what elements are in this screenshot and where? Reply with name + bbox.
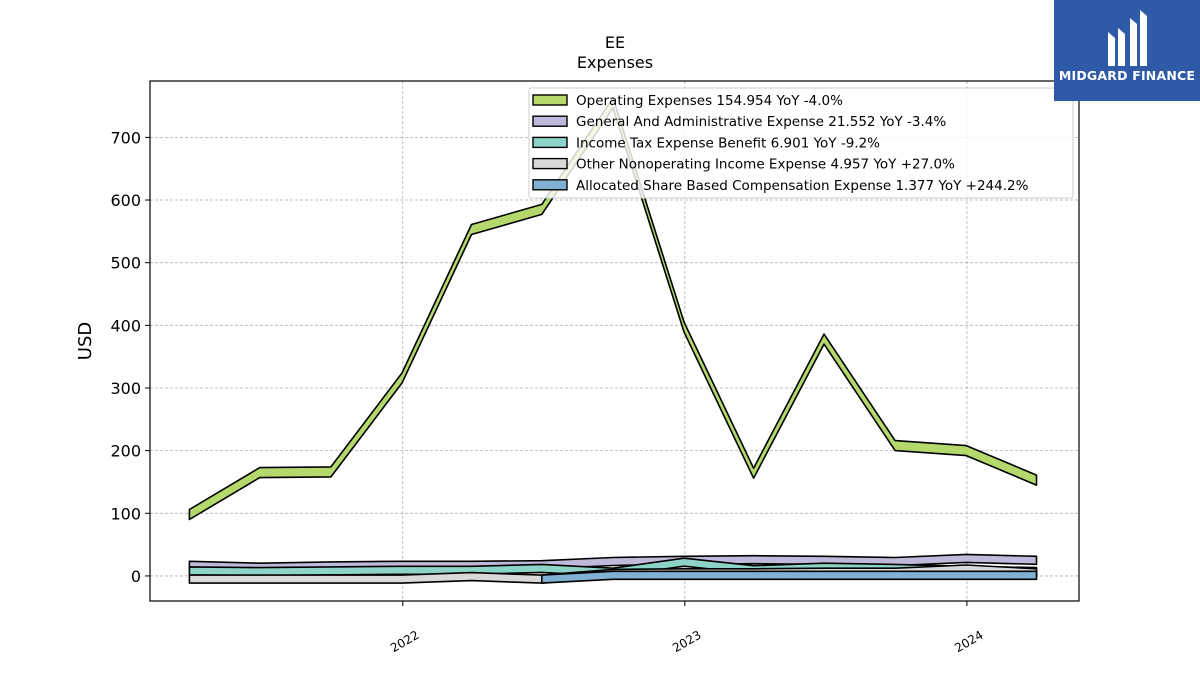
legend-entry: General And Administrative Expense 21.55… <box>576 114 946 130</box>
legend-entry: Operating Expenses 154.954 YoY -4.0% <box>576 93 843 109</box>
legend-entry: Income Tax Expense Benefit 6.901 YoY -9.… <box>576 135 880 151</box>
y-tick-label: 200 <box>110 442 141 461</box>
series-area-operating-expenses <box>188 97 1038 521</box>
x-tick-label: 2023 <box>670 628 703 655</box>
y-tick-label: 600 <box>110 191 141 210</box>
plot-frame <box>149 80 1080 602</box>
chart-subtitle: Expenses <box>577 53 653 72</box>
legend-swatch <box>532 157 568 170</box>
y-tick-label: 500 <box>110 254 141 273</box>
y-tick-label: 0 <box>131 567 141 586</box>
y-tick-label: 300 <box>110 379 141 398</box>
brand-logo: MIDGARD FINANCE <box>1054 0 1200 101</box>
x-axis-ticks: 2022 2023 2024 <box>388 601 986 655</box>
legend-entry: Other Nonoperating Income Expense 4.957 … <box>576 157 955 173</box>
y-axis-ticks: 0 100 200 300 400 500 600 700 <box>110 128 150 586</box>
series-area-allocated-share-based-compensation-expense <box>541 570 1038 584</box>
y-axis-label: USD <box>75 322 96 360</box>
chart-title: EE <box>605 33 625 52</box>
brand-name: MIDGARD FINANCE <box>1058 68 1196 83</box>
y-tick-label: 100 <box>110 504 141 523</box>
y-tick-label: 400 <box>110 316 141 335</box>
y-tick-label: 700 <box>110 128 141 147</box>
legend: Operating Expenses 154.954 YoY -4.0% Gene… <box>528 87 1074 199</box>
x-tick-label: 2024 <box>952 628 985 655</box>
legend-swatch <box>532 115 568 127</box>
x-tick-label: 2022 <box>388 628 421 655</box>
series-layer <box>188 97 1038 584</box>
logo-mark-icon <box>1108 10 1147 66</box>
legend-entry: Allocated Share Based Compensation Expen… <box>576 178 1029 194</box>
legend-box <box>528 87 1074 199</box>
legend-swatch <box>532 136 568 149</box>
legend-swatch <box>532 94 568 106</box>
legend-swatch <box>532 179 568 191</box>
